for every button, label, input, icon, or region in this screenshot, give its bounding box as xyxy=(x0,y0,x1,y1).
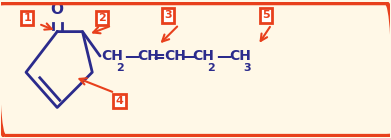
Text: CH: CH xyxy=(229,49,251,63)
Text: =: = xyxy=(152,49,165,63)
Text: CH: CH xyxy=(192,49,214,63)
Text: CH: CH xyxy=(101,49,123,63)
Text: O: O xyxy=(51,2,64,17)
Text: 2: 2 xyxy=(98,13,106,23)
Text: —: — xyxy=(125,49,140,63)
Text: 2: 2 xyxy=(116,63,124,73)
Text: 2: 2 xyxy=(207,63,215,73)
Text: 3: 3 xyxy=(164,10,172,20)
Text: 1: 1 xyxy=(23,13,31,23)
Text: 4: 4 xyxy=(116,96,124,106)
Text: —: — xyxy=(180,49,195,63)
Text: 5: 5 xyxy=(262,10,269,20)
Text: CH: CH xyxy=(164,49,186,63)
Text: —: — xyxy=(216,49,231,63)
Text: 3: 3 xyxy=(244,63,251,73)
Text: CH: CH xyxy=(137,49,159,63)
